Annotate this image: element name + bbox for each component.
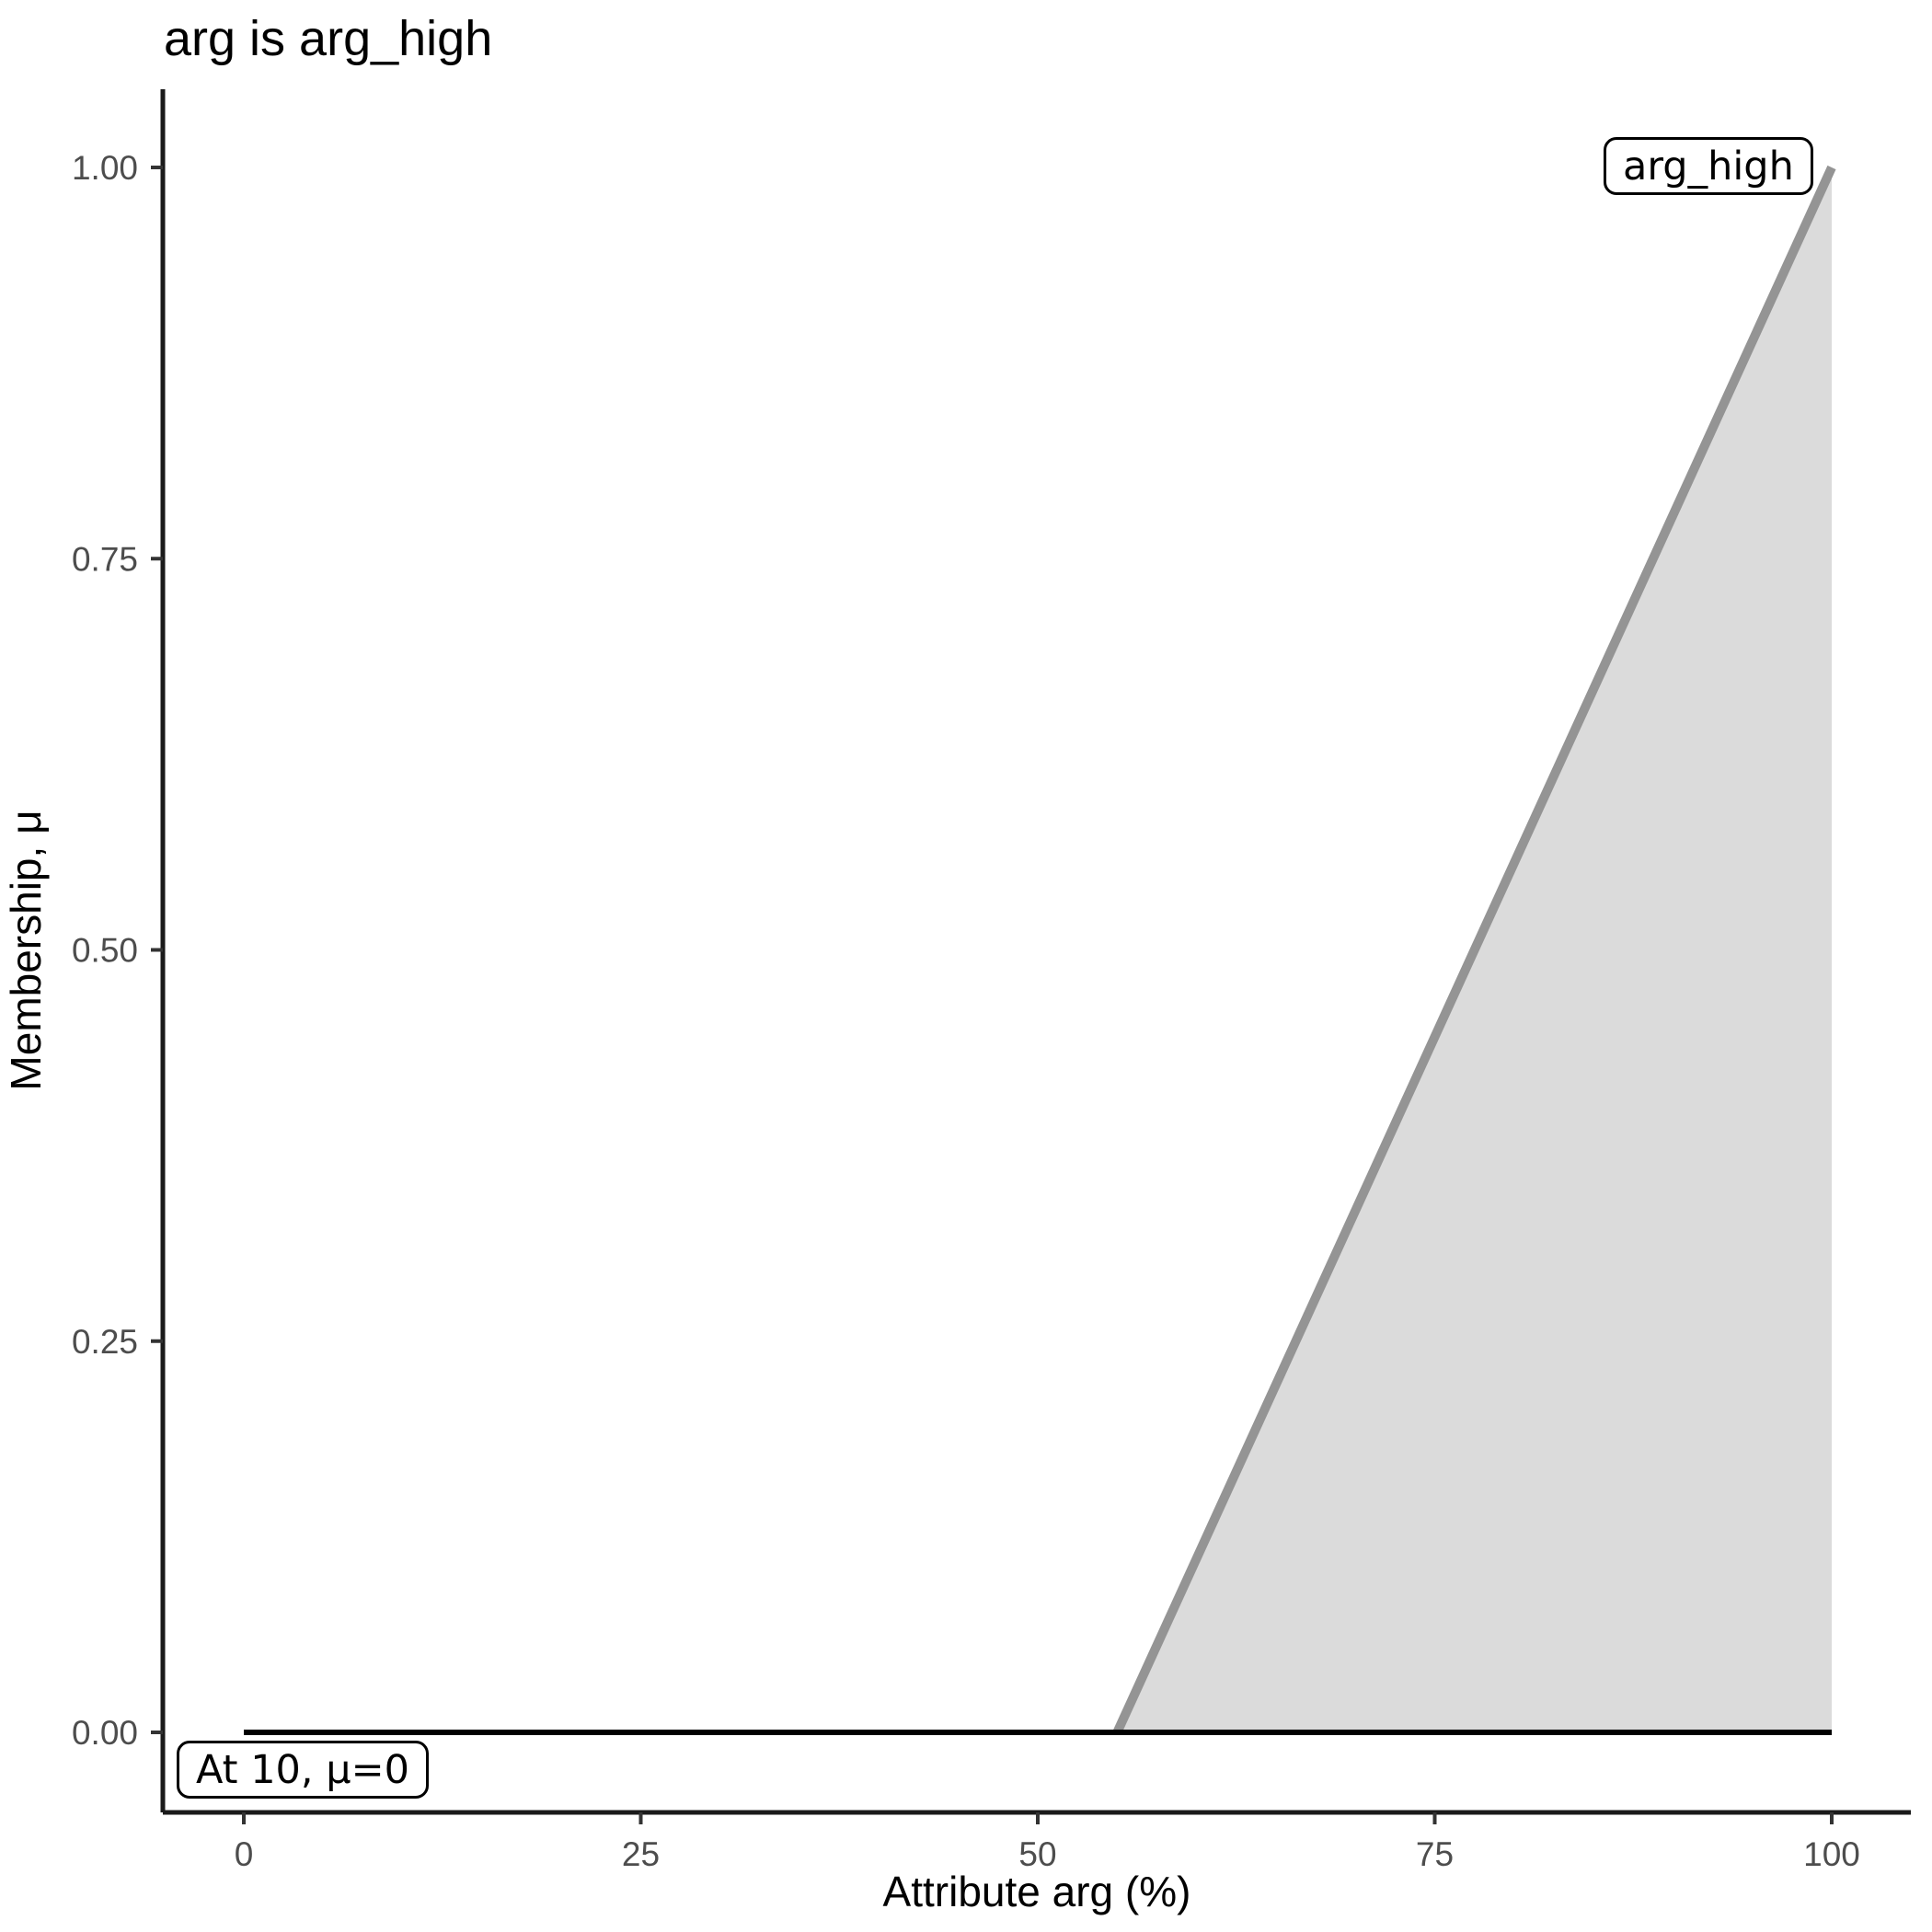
x-tick-label: 100 [1803, 1835, 1860, 1873]
y-tick-label: 0.50 [72, 932, 138, 970]
x-tick-label: 0 [235, 1835, 254, 1873]
y-tick-label: 0.25 [72, 1323, 138, 1361]
annotation-at-10-label: At 10, μ=0 [196, 1746, 409, 1793]
y-tick-label: 0.75 [72, 540, 138, 578]
y-tick-label: 0.00 [72, 1714, 138, 1752]
membership-area-fill [244, 167, 1832, 1732]
membership-function-line [1112, 165, 1836, 1735]
x-tick-label: 25 [622, 1835, 660, 1873]
y-tick-label: 1.00 [72, 149, 138, 187]
x-axis-title: Attribute arg (%) [883, 1868, 1191, 1915]
x-tick-label: 50 [1018, 1835, 1056, 1873]
annotation-arg-high: arg_high [1604, 137, 1813, 195]
annotation-arg-high-label: arg_high [1623, 143, 1794, 190]
axis-ticks: 0 25 50 75 100 0.00 0.25 0.50 0.75 1.00 [72, 149, 1860, 1873]
x-tick-label: 75 [1416, 1835, 1454, 1873]
annotation-at-10: At 10, μ=0 [177, 1741, 429, 1799]
y-axis-title: Membership, μ [2, 810, 50, 1090]
chart-title: arg is arg_high [164, 11, 492, 66]
